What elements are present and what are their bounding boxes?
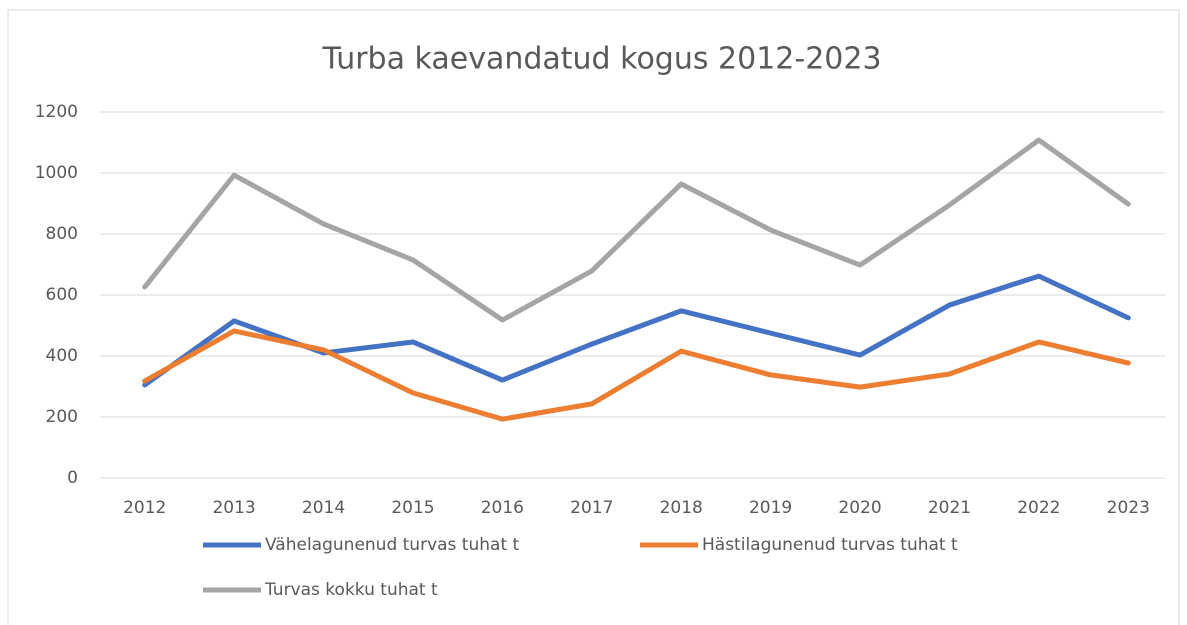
x-tick-label: 2015 bbox=[391, 498, 434, 518]
x-tick-label: 2020 bbox=[838, 498, 881, 518]
x-tick-label: 2013 bbox=[212, 498, 255, 518]
y-tick-label: 600 bbox=[46, 285, 78, 305]
y-tick-label: 800 bbox=[46, 224, 78, 244]
y-tick-label: 1000 bbox=[35, 163, 78, 183]
x-tick-label: 2022 bbox=[1017, 498, 1060, 518]
x-tick-label: 2014 bbox=[302, 498, 345, 518]
data-line bbox=[142, 137, 1131, 323]
legend-label: Hästilagunenud turvas tuhat t bbox=[702, 535, 958, 555]
x-tick-label: 2023 bbox=[1107, 498, 1150, 518]
chart-frame bbox=[7, 9, 1180, 625]
legend-label: Turvas kokku tuhat t bbox=[264, 580, 438, 600]
legend-label: Vähelagunenud turvas tuhat t bbox=[265, 535, 520, 555]
x-tick-label: 2018 bbox=[660, 498, 703, 518]
y-tick-label: 400 bbox=[46, 346, 78, 366]
x-tick-label: 2016 bbox=[481, 498, 524, 518]
y-tick-label: 200 bbox=[46, 407, 78, 427]
x-tick-label: 2019 bbox=[749, 498, 792, 518]
data-line bbox=[142, 328, 1131, 422]
y-tick-label: 1200 bbox=[35, 102, 78, 122]
chart-title: Turba kaevandatud kogus 2012-2023 bbox=[321, 42, 881, 77]
x-tick-label: 2012 bbox=[123, 498, 166, 518]
x-tick-label: 2021 bbox=[928, 498, 971, 518]
x-tick-label: 2017 bbox=[570, 498, 613, 518]
y-tick-label: 0 bbox=[67, 468, 78, 488]
